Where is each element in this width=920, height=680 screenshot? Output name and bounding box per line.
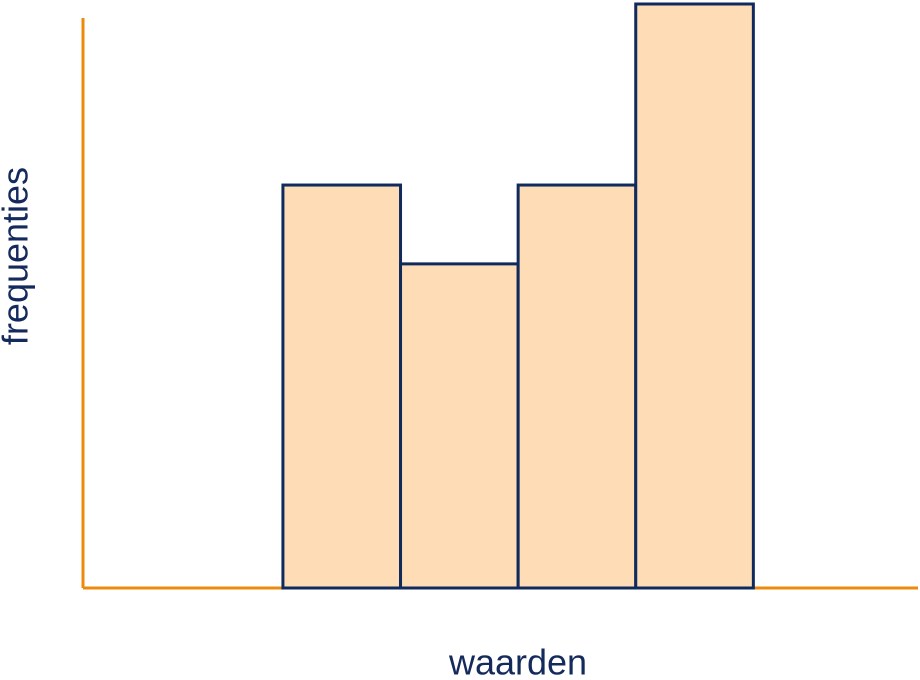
y-axis-label: frequenties bbox=[0, 167, 36, 345]
bar bbox=[399, 262, 520, 590]
bar bbox=[516, 183, 638, 590]
x-axis-label: waarden bbox=[448, 642, 587, 680]
bar bbox=[281, 183, 403, 590]
bar bbox=[634, 2, 755, 590]
